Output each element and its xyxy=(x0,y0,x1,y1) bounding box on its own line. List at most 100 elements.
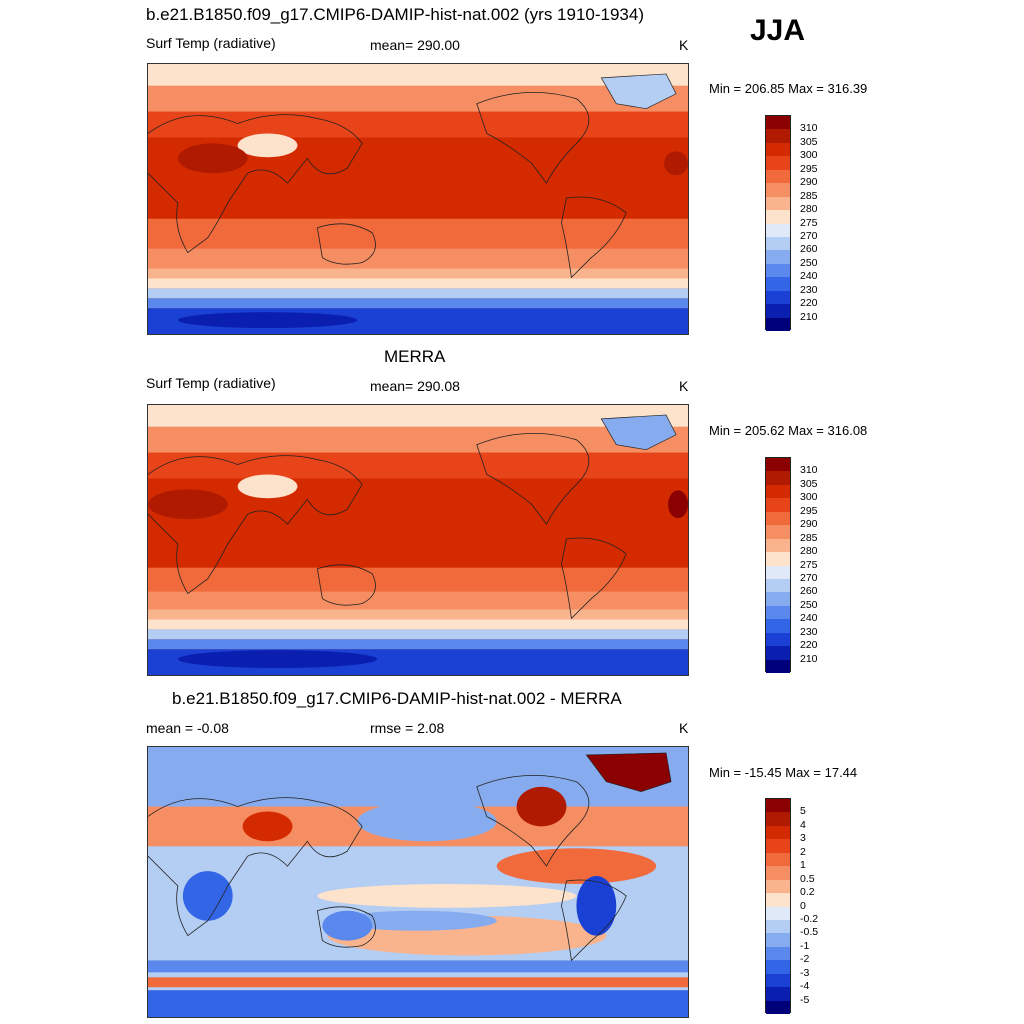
colorbar-swatch xyxy=(766,852,790,867)
colorbar-tick-label: 0.5 xyxy=(800,872,815,885)
colorbar-tick-label: 250 xyxy=(800,256,818,269)
colorbar-tick-label: 300 xyxy=(800,491,818,504)
colorbar-swatch xyxy=(766,946,790,961)
colorbar-swatch xyxy=(766,250,790,264)
panel-2-units: K xyxy=(679,378,689,394)
colorbar-swatch xyxy=(766,498,790,512)
colorbar-swatch xyxy=(766,825,790,840)
colorbar-swatch xyxy=(766,290,790,305)
colorbar-tick-label: 295 xyxy=(800,162,818,175)
colorbar-swatch xyxy=(766,659,790,673)
colorbar-tick-label: 310 xyxy=(800,122,818,135)
colorbar-swatch xyxy=(766,799,790,813)
colorbar-swatch xyxy=(766,458,790,472)
colorbar-swatch xyxy=(766,619,790,633)
colorbar-swatch xyxy=(766,1000,790,1014)
colorbar-swatch xyxy=(766,484,790,499)
panel-1-colorbar xyxy=(765,115,791,331)
colorbar-tick-label: 0.2 xyxy=(800,886,815,899)
colorbar-swatch xyxy=(766,196,790,211)
panel-1-map xyxy=(147,63,689,335)
colorbar-tick-label: 260 xyxy=(800,243,818,256)
panel-2-range: Min = 205.62 Max = 316.08 xyxy=(709,423,868,438)
colorbar-tick-label: -3 xyxy=(800,966,810,979)
panel-3-rmse: rmse = 2.08 xyxy=(370,720,445,736)
colorbar-tick-label: 260 xyxy=(800,585,818,598)
colorbar-swatch xyxy=(766,317,790,331)
colorbar-tick-label: 3 xyxy=(800,832,806,845)
colorbar-tick-label: 240 xyxy=(800,612,818,625)
colorbar-swatch xyxy=(766,906,790,920)
panel-2-map xyxy=(147,404,689,676)
colorbar-tick-label: 0 xyxy=(800,899,806,912)
colorbar-swatch xyxy=(766,304,790,318)
panel-3-title: b.e21.B1850.f09_g17.CMIP6-DAMIP-hist-nat… xyxy=(172,689,622,708)
colorbar-swatch xyxy=(766,169,790,184)
colorbar-swatch xyxy=(766,592,790,606)
panel-1-title: b.e21.B1850.f09_g17.CMIP6-DAMIP-hist-nat… xyxy=(146,5,644,24)
panel-2-colorbar xyxy=(765,457,791,673)
colorbar-swatch xyxy=(766,552,790,566)
colorbar-tick-label: 290 xyxy=(800,518,818,531)
panel-3-mean: mean = -0.08 xyxy=(146,720,229,736)
season-label: JJA xyxy=(750,14,806,47)
panel-1-range: Min = 206.85 Max = 316.39 xyxy=(709,81,868,96)
colorbar-tick-label: 230 xyxy=(800,625,818,638)
colorbar-tick-label: 230 xyxy=(800,283,818,296)
colorbar-swatch xyxy=(766,210,790,224)
colorbar-tick-label: 5 xyxy=(800,805,806,818)
colorbar-tick-label: 270 xyxy=(800,229,818,242)
colorbar-tick-label: 270 xyxy=(800,571,818,584)
panel-2-mean: mean= 290.08 xyxy=(370,378,460,394)
panel-3-map xyxy=(147,746,689,1018)
colorbar-tick-label: 310 xyxy=(800,464,818,477)
colorbar-swatch xyxy=(766,236,790,251)
panel-3-colorbar xyxy=(765,798,791,1014)
colorbar-tick-label: 210 xyxy=(800,652,818,665)
colorbar-tick-label: 4 xyxy=(800,818,806,831)
colorbar-swatch xyxy=(766,565,790,579)
colorbar-tick-label: 290 xyxy=(800,176,818,189)
colorbar-tick-label: 210 xyxy=(800,310,818,323)
colorbar-tick-label: 285 xyxy=(800,189,818,202)
panel-3-range: Min = -15.45 Max = 17.44 xyxy=(709,765,858,780)
colorbar-tick-label: -5 xyxy=(800,993,810,1006)
colorbar-swatch xyxy=(766,839,790,853)
colorbar-swatch xyxy=(766,973,790,988)
colorbar-tick-label: 285 xyxy=(800,531,818,544)
colorbar-tick-label: -0.5 xyxy=(800,926,819,939)
colorbar-tick-label: 295 xyxy=(800,504,818,517)
colorbar-swatch xyxy=(766,525,790,539)
colorbar-swatch xyxy=(766,156,790,170)
colorbar-swatch xyxy=(766,263,790,278)
colorbar-swatch xyxy=(766,183,790,197)
colorbar-swatch xyxy=(766,812,790,826)
colorbar-swatch xyxy=(766,511,790,526)
colorbar-swatch xyxy=(766,893,790,907)
colorbar-tick-label: 2 xyxy=(800,845,806,858)
colorbar-tick-label: 240 xyxy=(800,270,818,283)
colorbar-tick-label: -0.2 xyxy=(800,912,819,925)
colorbar-swatch xyxy=(766,471,790,485)
colorbar-swatch xyxy=(766,987,790,1001)
panel-2-variable: Surf Temp (radiative) xyxy=(146,375,276,391)
colorbar-tick-label: 220 xyxy=(800,639,818,652)
colorbar-swatch xyxy=(766,129,790,143)
colorbar-tick-label: 305 xyxy=(800,135,818,148)
colorbar-swatch xyxy=(766,277,790,291)
colorbar-swatch xyxy=(766,879,790,894)
colorbar-tick-label: 300 xyxy=(800,149,818,162)
colorbar-swatch xyxy=(766,919,790,934)
panel-2-title: MERRA xyxy=(384,347,446,366)
colorbar-tick-label: 1 xyxy=(800,859,806,872)
colorbar-swatch xyxy=(766,866,790,880)
colorbar-tick-label: 220 xyxy=(800,297,818,310)
colorbar-swatch xyxy=(766,223,790,237)
colorbar-swatch xyxy=(766,605,790,620)
colorbar-tick-label: 280 xyxy=(800,203,818,216)
colorbar-tick-label: -1 xyxy=(800,939,810,952)
colorbar-swatch xyxy=(766,933,790,947)
colorbar-swatch xyxy=(766,646,790,660)
panel-3-units: K xyxy=(679,720,689,736)
colorbar-tick-label: -4 xyxy=(800,980,810,993)
